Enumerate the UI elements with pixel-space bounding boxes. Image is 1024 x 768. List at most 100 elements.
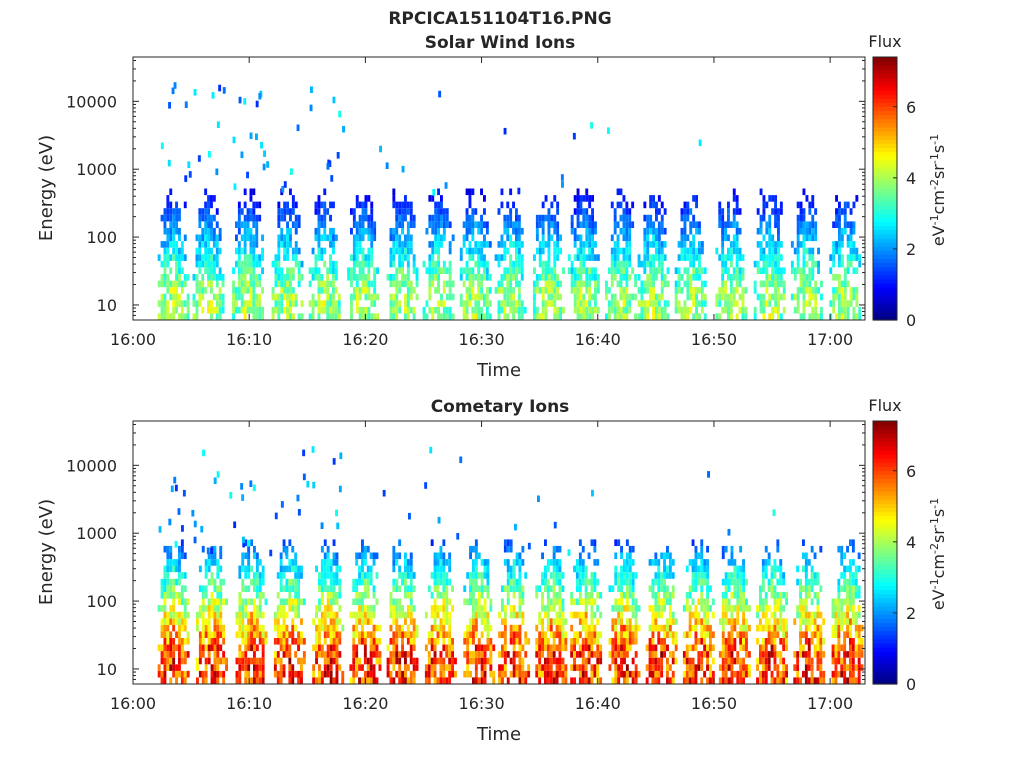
solar-wind-cell — [517, 227, 521, 235]
cometary-cell — [404, 592, 407, 599]
solar-wind-cell — [291, 300, 295, 307]
solar-wind-cell — [692, 214, 696, 222]
cometary-cell — [657, 677, 661, 684]
cometary-cell — [300, 677, 303, 684]
cometary-cell — [538, 638, 542, 645]
solar-wind-cell — [544, 313, 548, 320]
solar-wind-cell — [283, 201, 287, 209]
cometary-cell — [810, 565, 814, 573]
cometary-cell — [518, 670, 522, 678]
cometary-cell — [166, 657, 170, 665]
solar-wind-cell — [392, 306, 396, 314]
cometary-cell — [512, 611, 516, 619]
solar-wind-cell — [533, 280, 536, 288]
solar-wind-colorbar-step — [873, 93, 897, 99]
cometary-cell — [671, 638, 675, 645]
cometary-cell — [329, 578, 333, 586]
solar-wind-cell — [718, 208, 722, 215]
solar-wind-cell — [616, 313, 620, 320]
solar-wind-cell — [666, 313, 670, 320]
cometary-cell — [614, 644, 618, 652]
cometary-cell — [439, 664, 443, 671]
cometary-cell — [660, 670, 664, 678]
solar-wind-cell — [643, 300, 647, 307]
solar-wind-cell — [471, 293, 475, 301]
solar-wind-cell — [628, 241, 632, 248]
cometary-cell — [631, 624, 635, 632]
cometary-cell — [721, 578, 725, 586]
cometary-cell — [480, 651, 484, 658]
cometary-cell — [694, 677, 698, 684]
solar-wind-cell — [643, 313, 647, 320]
solar-wind-cell — [814, 293, 818, 301]
solar-wind-cell — [500, 201, 504, 209]
solar-wind-cell — [286, 227, 289, 235]
cometary-cell — [178, 559, 181, 566]
solar-wind-cell — [570, 274, 574, 281]
solar-wind-colorbar-step — [873, 274, 897, 280]
solar-wind-cell — [221, 293, 225, 301]
solar-wind-cell — [440, 201, 443, 209]
solar-wind-cell — [237, 208, 241, 215]
cometary-cell — [802, 565, 805, 573]
solar-wind-cell — [249, 241, 253, 248]
cometary-cell — [157, 605, 161, 612]
solar-wind-cell — [579, 254, 583, 261]
cometary-cell — [819, 664, 823, 671]
cometary-cell — [258, 638, 262, 645]
solar-wind-cell — [218, 287, 222, 294]
cometary-cell — [480, 664, 484, 671]
cometary-cell — [573, 631, 576, 638]
cometary-cell — [247, 572, 251, 579]
solar-wind-cell — [517, 247, 521, 255]
solar-wind-cell — [437, 241, 440, 248]
solar-wind-cell — [588, 293, 592, 301]
solar-wind-cell — [271, 260, 275, 268]
cometary-cell — [709, 605, 712, 612]
solar-wind-cell — [255, 300, 259, 307]
cometary-cell — [654, 618, 658, 625]
cometary-cell — [258, 578, 262, 586]
solar-wind-cell — [404, 293, 407, 301]
solar-wind-cell — [334, 300, 338, 307]
cometary-cell — [745, 598, 748, 606]
cometary-cell — [807, 664, 811, 671]
cometary-cell — [472, 651, 475, 658]
solar-wind-cell — [477, 221, 481, 228]
solar-wind-cell — [703, 280, 707, 288]
cometary-cell — [175, 644, 178, 652]
cometary-cell — [430, 631, 434, 638]
cometary-cell — [807, 559, 811, 566]
solar-wind-cell — [401, 260, 404, 268]
solar-wind-cell — [686, 293, 690, 301]
cometary-cell — [406, 585, 410, 592]
cometary-cell — [503, 644, 507, 652]
solar-wind-cell — [652, 195, 655, 202]
cometary-cell — [445, 559, 449, 566]
cometary-cell — [512, 644, 516, 652]
cometary-cell — [799, 644, 802, 652]
cometary-cell — [315, 611, 318, 619]
solar-wind-cell — [849, 260, 853, 268]
solar-wind-cell — [415, 267, 419, 274]
cometary-cell — [207, 552, 211, 560]
cometary-cell — [451, 644, 454, 652]
cometary-cell — [320, 677, 324, 684]
solar-wind-cell — [622, 260, 626, 268]
solar-wind-cell — [172, 241, 176, 248]
solar-wind-cell — [163, 208, 167, 215]
cometary-cell — [323, 605, 327, 612]
solar-wind-cell — [431, 247, 435, 255]
solar-wind-cell — [392, 313, 396, 320]
cometary-cell — [401, 631, 404, 638]
solar-wind-cell — [796, 241, 800, 248]
solar-wind-cell — [741, 293, 745, 301]
solar-wind-cell — [434, 267, 438, 274]
solar-wind-cell — [724, 293, 727, 301]
solar-wind-cell — [474, 241, 478, 248]
solar-wind-cell — [442, 313, 446, 320]
solar-wind-cell — [352, 247, 356, 255]
cometary-cell — [442, 592, 446, 599]
solar-wind-cell — [700, 287, 704, 294]
cometary-cell — [186, 670, 190, 678]
